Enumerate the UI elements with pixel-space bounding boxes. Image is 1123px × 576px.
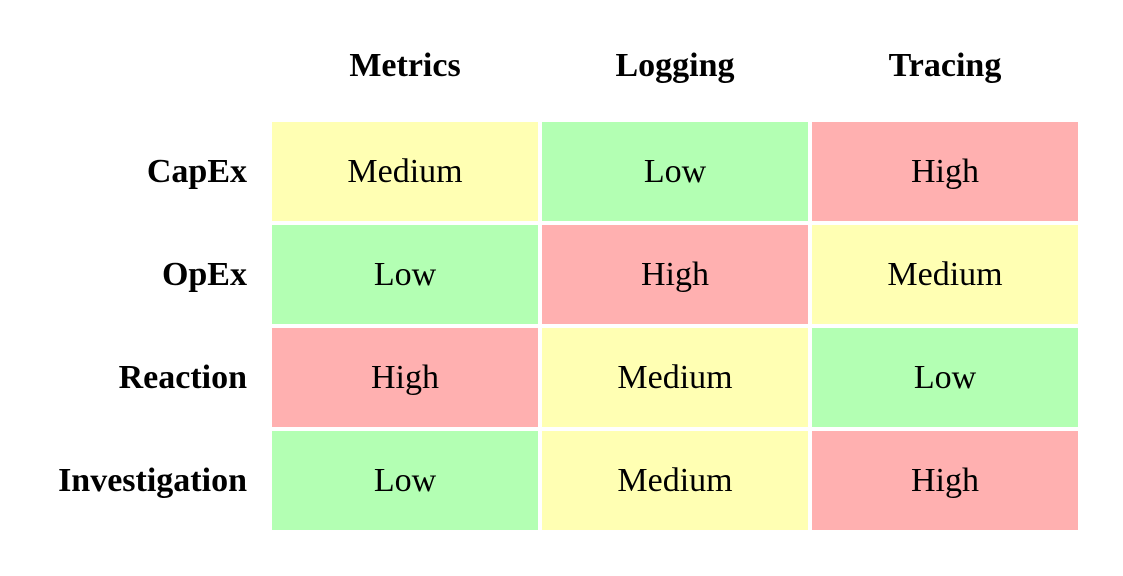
- column-header-metrics: Metrics: [349, 47, 461, 84]
- heatmap-cell-capex-logging: Low: [542, 122, 808, 221]
- heatmap-cell-opex-logging: High: [542, 225, 808, 324]
- column-header-tracing: Tracing: [888, 47, 1002, 84]
- heatmap-cell-reaction-metrics: High: [272, 328, 538, 427]
- heatmap-cell-capex-metrics: Medium: [272, 122, 538, 221]
- row-header-reaction: Reaction: [118, 359, 247, 396]
- heatmap-cell-reaction-tracing: Low: [812, 328, 1078, 427]
- row-header-investigation: Investigation: [58, 462, 247, 499]
- column-header-logging: Logging: [615, 47, 735, 84]
- row-header-opex: OpEx: [161, 256, 247, 293]
- heatmap-cell-opex-tracing: Medium: [812, 225, 1078, 324]
- heatmap-cell-reaction-logging: Medium: [542, 328, 808, 427]
- heatmap-cell-investigation-metrics: Low: [272, 431, 538, 530]
- heatmap-cell-investigation-tracing: High: [812, 431, 1078, 530]
- heatmap-cell-capex-tracing: High: [812, 122, 1078, 221]
- heatmap-cell-investigation-logging: Medium: [542, 431, 808, 530]
- heatmap-cell-opex-metrics: Low: [272, 225, 538, 324]
- row-header-capex: CapEx: [146, 153, 247, 190]
